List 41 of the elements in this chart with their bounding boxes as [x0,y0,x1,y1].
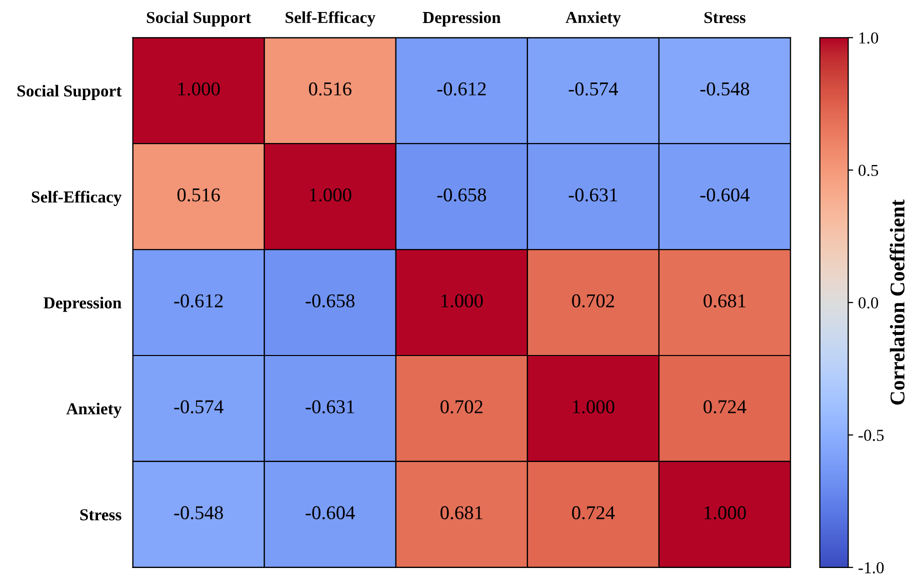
data-label: 1.000 [178,82,220,96]
data-label: -0.574 [568,82,618,96]
color-bar-label: 0.0 [858,297,878,309]
y-tick-label: Stress [80,509,122,520]
data-label: 0.681 [704,294,746,308]
data-label: -0.604 [700,188,750,202]
color-bar-title: Correlation Coefficient [890,200,905,405]
data-label: 1.000 [573,400,614,414]
data-label: -0.548 [174,506,223,520]
data-label: -0.658 [437,188,486,202]
data-label: 0.724 [704,400,746,414]
y-tick-label: Social Support [17,84,122,100]
data-label: 0.516 [308,82,352,96]
color-bar-label: 0.5 [858,164,878,176]
data-label: 0.702 [440,400,482,414]
data-label: -0.631 [568,188,618,202]
data-label: 1.000 [442,294,483,308]
x-tick-label: Stress [704,12,746,24]
data-label: -0.604 [306,506,355,520]
data-label: -0.612 [174,294,223,308]
data-label: -0.574 [174,400,224,414]
data-label: 0.702 [572,294,614,308]
color-bar-label: -0.5 [858,430,884,441]
data-label: -0.658 [306,294,354,308]
x-tick-label: Social Support [146,11,252,27]
data-label: -0.631 [306,400,354,414]
data-label: 0.724 [572,506,615,520]
x-tick-label: Anxiety [566,11,621,27]
x-tick-label: Self-Efficacy [286,11,376,27]
data-label: -0.548 [700,82,750,96]
data-label: 1.000 [704,506,746,520]
color-bar-label: -1.0 [858,562,884,574]
data-label: 0.681 [440,506,482,520]
y-tick-label: Depression [44,296,122,312]
y-tick-label: Anxiety [66,402,122,418]
data-label: 1.000 [310,188,352,202]
color-bar-label: 1.0 [859,32,878,44]
x-tick-label: Depression [422,11,501,27]
y-tick-label: Self-Efficacy [32,190,122,206]
data-label: 0.516 [177,188,220,202]
data-label: -0.612 [437,82,486,96]
